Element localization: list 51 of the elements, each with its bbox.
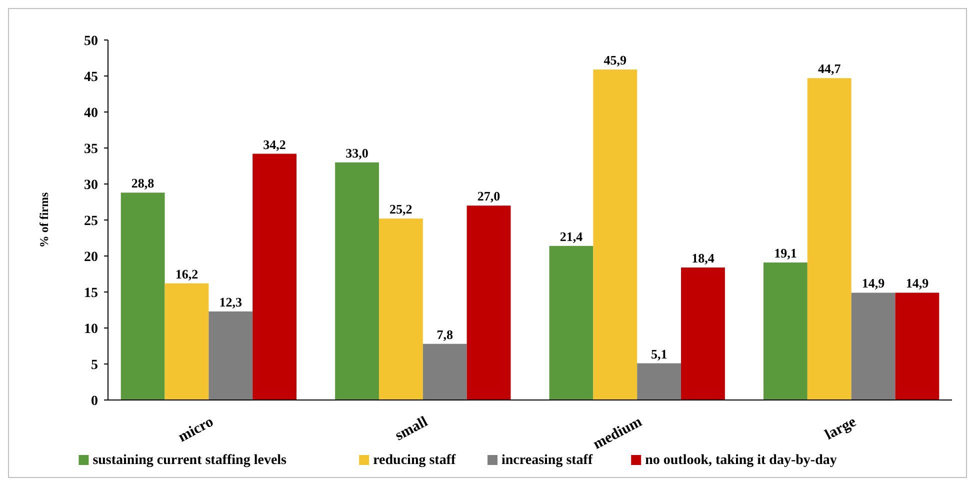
y-tick-label: 20 — [84, 250, 98, 265]
data-label: 7,8 — [436, 326, 454, 342]
bar — [637, 363, 682, 400]
bar — [681, 268, 725, 400]
bar — [164, 283, 209, 400]
data-label: 44,7 — [818, 61, 842, 76]
bar — [335, 162, 379, 400]
y-tick-label: 25 — [84, 214, 98, 229]
y-tick-label: 30 — [84, 178, 98, 193]
y-tick-label: 35 — [84, 142, 98, 157]
legend-label: reducing staff — [373, 453, 456, 468]
data-label: 19,1 — [774, 245, 797, 260]
y-tick-label: 45 — [84, 70, 98, 85]
y-tick-label: 50 — [84, 34, 98, 49]
bar — [422, 344, 467, 400]
bar — [593, 70, 638, 400]
y-tick-label: 10 — [84, 322, 98, 337]
x-tick-label: micro — [176, 414, 216, 446]
data-label: 14,9 — [906, 276, 930, 291]
bar — [120, 192, 165, 400]
legend-label: no outlook, taking it day-by-day — [645, 453, 837, 468]
y-tick-label: 40 — [84, 106, 98, 121]
data-label: 12,3 — [219, 294, 243, 310]
data-label: 25,2 — [390, 202, 412, 217]
data-label: 21,4 — [560, 228, 584, 244]
data-label: 27,0 — [477, 188, 500, 204]
y-tick-label: 0 — [91, 394, 98, 409]
bar — [466, 206, 511, 400]
data-label: 14,9 — [862, 276, 886, 291]
x-tick-label: small — [392, 414, 430, 444]
bar — [807, 78, 852, 400]
legend-label: increasing staff — [502, 453, 593, 468]
x-tick-label: large — [822, 414, 860, 444]
bar — [549, 246, 594, 400]
data-label: 28,8 — [131, 176, 155, 191]
bar — [378, 218, 423, 400]
bar — [208, 311, 253, 400]
data-label: 34,2 — [263, 136, 286, 152]
bar — [763, 262, 808, 400]
data-label: 18,4 — [692, 250, 715, 266]
legend-label: sustaining current staffing levels — [92, 453, 288, 468]
data-label: 33,0 — [346, 145, 368, 160]
y-tick-label: 15 — [84, 286, 98, 301]
data-label: 16,2 — [175, 266, 198, 282]
y-tick-label: 5 — [91, 358, 98, 373]
bar — [851, 292, 896, 400]
data-label: 5,1 — [650, 346, 668, 362]
bar — [252, 154, 297, 400]
bar — [895, 292, 940, 400]
y-axis-title: % of firms — [37, 192, 51, 248]
data-label: 45,9 — [604, 52, 628, 68]
